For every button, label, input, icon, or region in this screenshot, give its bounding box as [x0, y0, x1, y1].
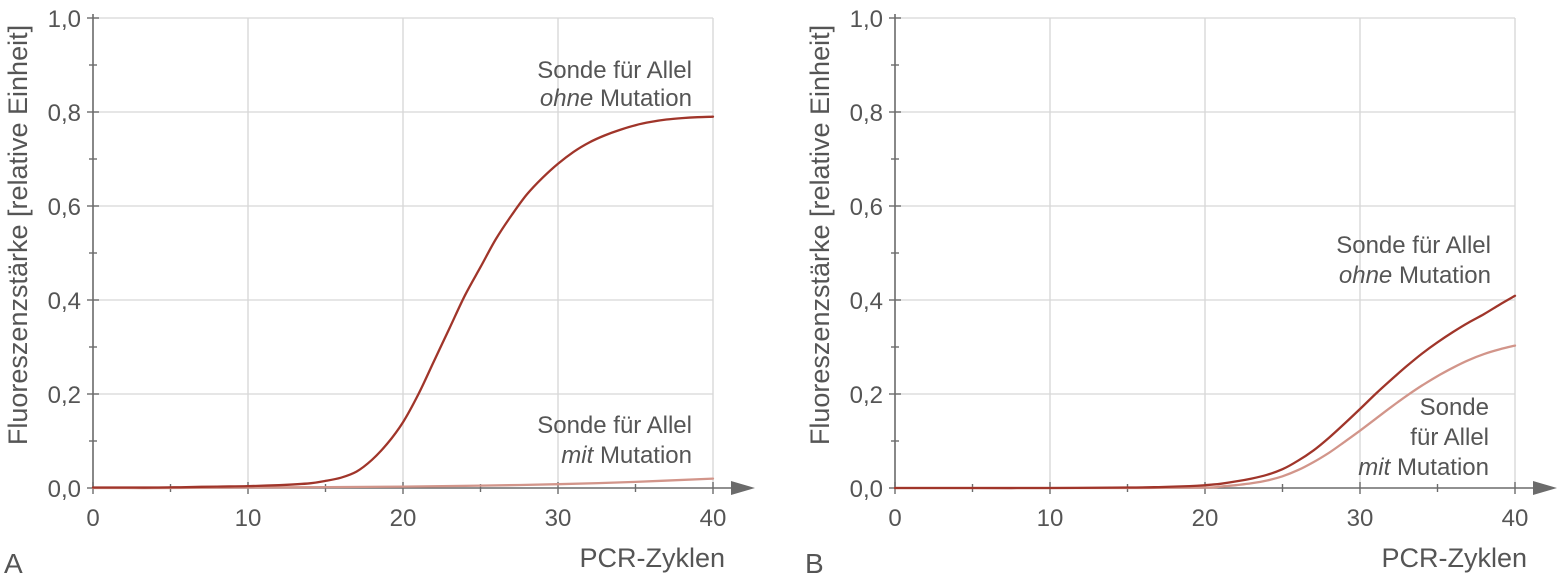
- y-tick-label: 0,6: [850, 194, 883, 221]
- panel-label: B: [805, 548, 824, 579]
- annotation-mit-line3: mit Mutation: [1358, 454, 1489, 481]
- ticks-b: 0 10 20 30 40 0,0 0,2 0,4 0,6 0,8 1,0: [850, 6, 1529, 532]
- y-tick-label: 0,4: [48, 288, 81, 315]
- series-a: [91, 115, 715, 490]
- annotation-mit-line1: Sonde: [1420, 394, 1489, 421]
- grid-b: [895, 17, 1516, 488]
- x-tick-label: 20: [390, 505, 417, 532]
- x-tick-label: 30: [1347, 505, 1374, 532]
- y-tick-label: 0,2: [850, 382, 883, 409]
- grid-a: [93, 17, 714, 488]
- x-tick-label: 40: [700, 505, 727, 532]
- annotation-mit-line2: mit Mutation: [561, 442, 692, 469]
- x-axis-arrow-icon: [731, 481, 755, 495]
- annotation-mit-emph: mit: [1358, 454, 1391, 481]
- series-line-ohne: [91, 115, 715, 489]
- panel-b: 0 10 20 30 40 0,0 0,2 0,4 0,6 0,8 1,0 Fluoreszenzs…: [805, 6, 1557, 579]
- x-tick-label: 10: [1037, 505, 1064, 532]
- annotation-ohne: Sonde für Allel ohne Mutation: [1336, 232, 1491, 289]
- x-tick-label: 0: [86, 505, 99, 532]
- annotation-ohne-tail: Mutation: [600, 85, 692, 112]
- panel-label: A: [4, 548, 23, 579]
- annotation-ohne-emph: ohne: [1339, 262, 1392, 289]
- annotation-mit: Sonde für Allel mit Mutation: [537, 412, 692, 469]
- y-tick-label: 0,2: [48, 382, 81, 409]
- x-tick-label: 30: [545, 505, 572, 532]
- annotation-ohne: Sonde für Allel ohne Mutation: [537, 57, 692, 112]
- panel-a: 0 10 20 30 40 0,0 0,2 0,4 0,6 0,8 1,0 Fluoreszenzs…: [3, 6, 755, 579]
- annotation-ohne-tail: Mutation: [1399, 262, 1491, 289]
- annotation-mit-line1: Sonde für Allel: [537, 412, 692, 439]
- series-b: [893, 294, 1517, 490]
- annotation-ohne-line1: Sonde für Allel: [1336, 232, 1491, 259]
- y-tick-label: 0,0: [48, 476, 81, 503]
- x-axis-title: PCR-Zyklen: [579, 543, 725, 573]
- annotation-mit: Sonde für Allel mit Mutation: [1358, 394, 1489, 481]
- y-tick-label: 0,6: [48, 194, 81, 221]
- y-tick-label: 0,8: [850, 100, 883, 127]
- annotation-ohne-line1: Sonde für Allel: [537, 57, 692, 84]
- annotation-mit-tail: Mutation: [600, 442, 692, 469]
- x-tick-label: 0: [888, 505, 901, 532]
- y-axis-title: Fluoreszenzstärke [relative Einheit]: [3, 25, 33, 445]
- annotation-mit-tail: Mutation: [1397, 454, 1489, 481]
- x-axis-arrow-icon: [1533, 481, 1557, 495]
- x-axis-title: PCR-Zyklen: [1381, 543, 1527, 573]
- annotation-mit-emph: mit: [561, 442, 594, 469]
- series-line-ohne: [893, 294, 1517, 490]
- y-tick-label: 0,0: [850, 476, 883, 503]
- y-axis-title: Fluoreszenzstärke [relative Einheit]: [805, 25, 835, 445]
- annotation-ohne-line2: ohne Mutation: [1339, 262, 1491, 289]
- x-tick-label: 20: [1192, 505, 1219, 532]
- y-tick-label: 1,0: [48, 6, 81, 33]
- series-line-mit: [893, 344, 1517, 490]
- annotation-ohne-line2: ohne Mutation: [540, 85, 692, 112]
- y-tick-label: 0,4: [850, 288, 883, 315]
- y-tick-label: 0,8: [48, 100, 81, 127]
- annotation-ohne-emph: ohne: [540, 85, 593, 112]
- annotation-mit-line2: für Allel: [1410, 424, 1489, 451]
- x-tick-label: 40: [1502, 505, 1529, 532]
- x-tick-label: 10: [235, 505, 262, 532]
- y-tick-label: 1,0: [850, 6, 883, 33]
